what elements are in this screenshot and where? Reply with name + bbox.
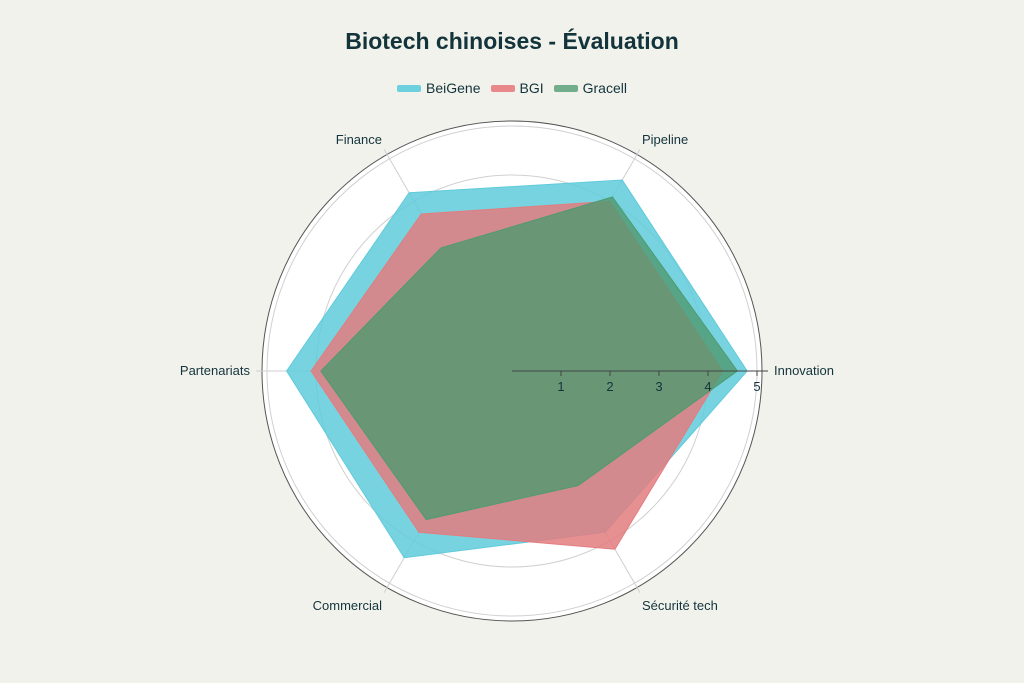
series-gracell-area[interactable]	[320, 196, 739, 521]
legend-label: BeiGene	[426, 80, 481, 96]
radial-tick-label: 2	[606, 379, 613, 394]
legend-swatch	[553, 84, 578, 92]
radial-tick-label: 1	[557, 379, 564, 394]
legend-item-bgi[interactable]: BGI	[490, 80, 544, 96]
legend-swatch	[490, 84, 515, 92]
category-label: Finance	[336, 132, 382, 147]
radial-tick-label: 3	[655, 379, 662, 394]
legend-label: Gracell	[582, 80, 627, 96]
category-label: Sécurité tech	[642, 598, 718, 613]
radial-tick-label: 4	[704, 379, 711, 394]
legend: BeiGene BGI Gracell	[0, 80, 1024, 96]
category-label: Commercial	[313, 598, 382, 613]
category-label: Partenariats	[180, 363, 251, 378]
category-label: Pipeline	[642, 132, 688, 147]
legend-label: BGI	[519, 80, 544, 96]
chart-title: Biotech chinoises - Évaluation	[345, 28, 679, 54]
legend-item-gracell[interactable]: Gracell	[553, 80, 627, 96]
legend-item-beigene[interactable]: BeiGene	[397, 80, 481, 96]
category-label: Innovation	[774, 363, 834, 378]
legend-swatch	[397, 84, 422, 92]
radial-tick-label: 5	[753, 379, 760, 394]
